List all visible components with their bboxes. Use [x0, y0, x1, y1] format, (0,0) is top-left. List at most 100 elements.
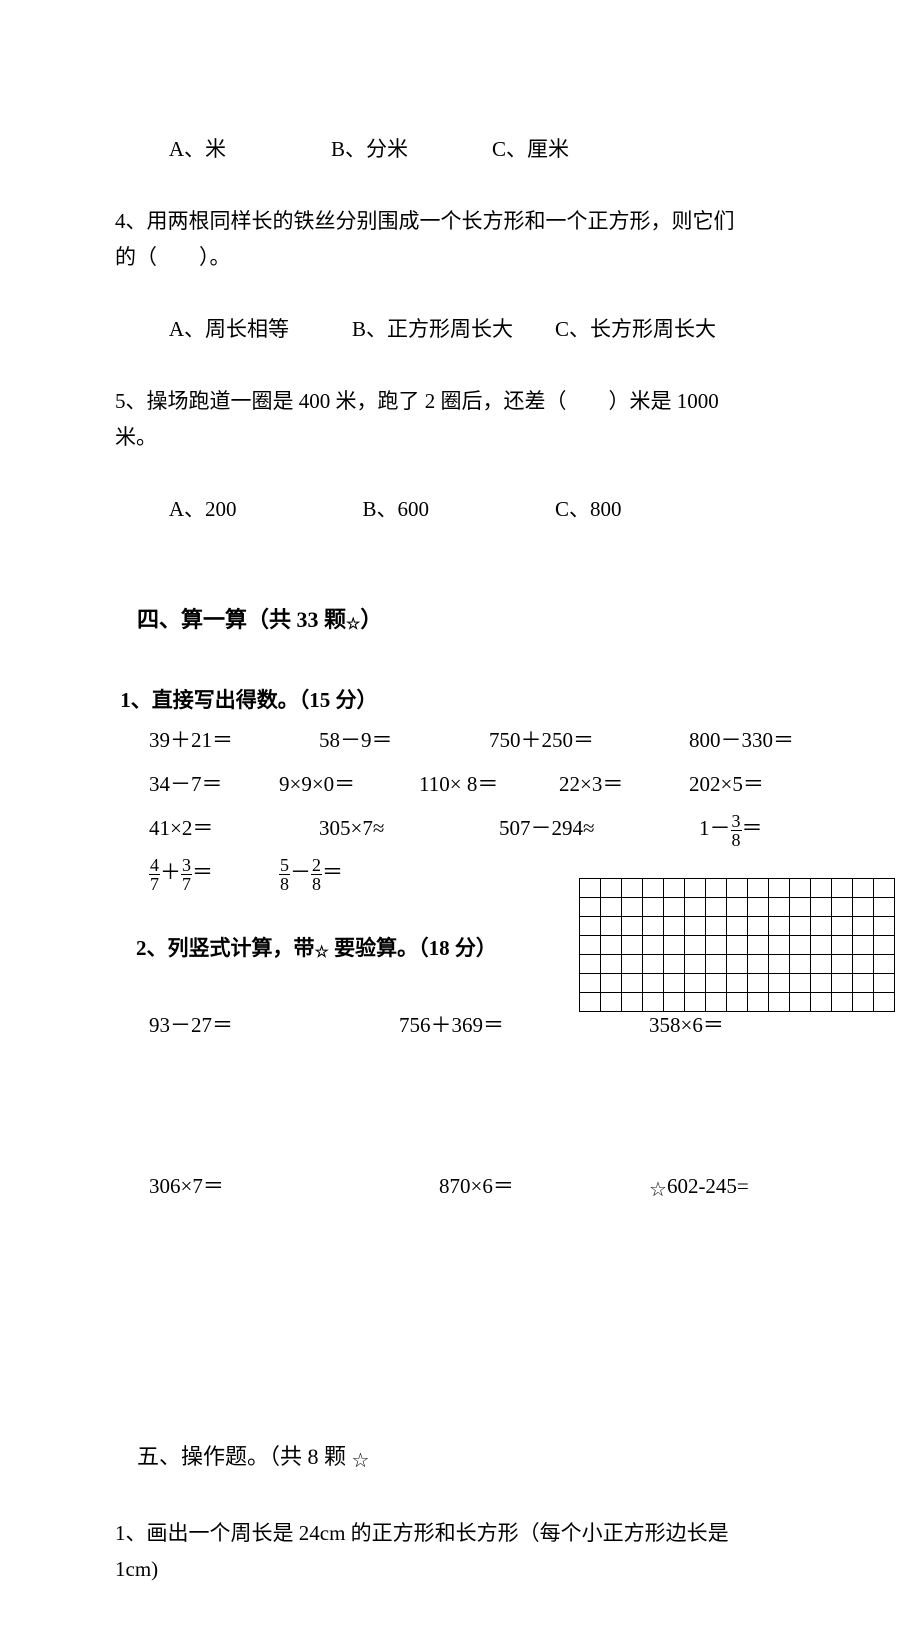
star-icon: ☆: [649, 1172, 667, 1208]
grid-cell: [580, 917, 601, 936]
prob: 602-245=: [667, 1174, 749, 1198]
grid-cell: [685, 879, 706, 898]
grid-cell: [622, 898, 643, 917]
grid-cell: [748, 898, 769, 917]
q4-opt-b: B、正方形周长大: [352, 317, 513, 341]
grid-cell: [664, 974, 685, 993]
grid-cell: [706, 955, 727, 974]
grid-cell: [874, 974, 895, 993]
grid-cell: [580, 898, 601, 917]
grid-cell: [811, 879, 832, 898]
sec5-heading: 五、操作题。（共 8 颗 ☆: [115, 1403, 805, 1515]
q4-opt-c: C、长方形周长大: [555, 317, 716, 341]
grid-cell: [664, 917, 685, 936]
prob-frac: 47＋37＝: [149, 850, 279, 894]
prob: 110× 8＝: [419, 762, 559, 806]
sec4-row2: 34－7＝ 9×9×0＝ 110× 8＝ 22×3＝ 202×5＝: [115, 762, 805, 806]
prob: 306×7＝: [149, 1168, 439, 1208]
grid-cell: [664, 879, 685, 898]
grid-cell: [601, 879, 622, 898]
q5-text-l2: 米。: [115, 419, 805, 455]
grid-cell: [874, 917, 895, 936]
grid-cell: [832, 917, 853, 936]
grid-cell: [706, 974, 727, 993]
grid-cell: [727, 917, 748, 936]
q3-opt-b: B、分米: [331, 137, 408, 161]
grid-cell: [811, 993, 832, 1012]
grid-cell: [643, 955, 664, 974]
grid-cell: [580, 879, 601, 898]
sec4-heading: 四、算一算（共 33 颗☆）: [115, 563, 805, 682]
grid-cell: [685, 974, 706, 993]
grid-cell: [727, 879, 748, 898]
q4-options: A、周长相等 B、正方形周长大 C、长方形周长大: [115, 275, 805, 383]
q5-opt-b: B、600: [363, 497, 430, 521]
grid-cell: [748, 936, 769, 955]
grid-cell: [601, 936, 622, 955]
q5-text-l1: 5、操场跑道一圈是 400 米，跑了 2 圈后，还差（ ）米是 1000: [115, 383, 805, 419]
grid-cell: [727, 898, 748, 917]
prob: 305×7≈: [319, 806, 499, 850]
grid-cell: [706, 993, 727, 1012]
grid-cell: [811, 898, 832, 917]
prob: 58－9＝: [319, 718, 489, 762]
q3-opt-c: C、厘米: [492, 137, 569, 161]
star-icon: ☆: [352, 1443, 370, 1479]
grid-cell: [811, 936, 832, 955]
grid-cell: [664, 955, 685, 974]
prob: 870×6＝: [439, 1168, 649, 1208]
grid-cell: [853, 936, 874, 955]
sec5-q1-l2: 1cm): [115, 1551, 805, 1587]
fraction: 47: [149, 856, 160, 893]
grid-cell: [874, 993, 895, 1012]
grid-cell: [790, 898, 811, 917]
grid-cell: [790, 936, 811, 955]
grid-cell: [769, 936, 790, 955]
grid-cell: [832, 879, 853, 898]
grid-cell: [811, 974, 832, 993]
grid-cell: [811, 917, 832, 936]
q3-options: A、米 B、分米 C、厘米: [115, 95, 805, 203]
grid-cell: [748, 993, 769, 1012]
grid-cell: [622, 993, 643, 1012]
q5-opt-a: A、200: [169, 497, 237, 521]
prob: 9×9×0＝: [279, 762, 419, 806]
page: A、米 B、分米 C、厘米 4、用两根同样长的铁丝分别围成一个长方形和一个正方形…: [0, 0, 920, 1647]
sec4-heading-text: 四、算一算（共 33 颗: [137, 607, 346, 632]
grid-cell: [727, 974, 748, 993]
grid-cell: [685, 936, 706, 955]
grid-cell: [748, 917, 769, 936]
grid-cell: [769, 917, 790, 936]
frac-pre: 1－: [699, 816, 731, 840]
work-space: [115, 1043, 805, 1168]
grid-cell: [769, 879, 790, 898]
prob: 358×6＝: [649, 1007, 724, 1043]
grid-cell: [874, 955, 895, 974]
grid-cell: [832, 936, 853, 955]
grid-cell: [601, 917, 622, 936]
grid-cell: [580, 993, 601, 1012]
work-space: [115, 1208, 805, 1403]
grid-cell: [853, 955, 874, 974]
q4-opt-a: A、周长相等: [169, 317, 289, 341]
grid-cell: [853, 917, 874, 936]
grid-cell: [748, 955, 769, 974]
grid-cell: [832, 993, 853, 1012]
grid-cell: [727, 955, 748, 974]
grid-cell: [769, 993, 790, 1012]
prob: 750＋250＝: [489, 718, 689, 762]
fraction: 58: [279, 856, 290, 893]
grid-cell: [622, 917, 643, 936]
grid-cell: [580, 936, 601, 955]
grid-cell: [748, 974, 769, 993]
sec4-heading-tail: ）: [360, 607, 382, 632]
grid-cell: [601, 898, 622, 917]
sec4-sub1: 1、直接写出得数。（15 分）: [115, 682, 805, 718]
grid-cell: [685, 993, 706, 1012]
q4-text-l1: 4、用两根同样长的铁丝分别围成一个长方形和一个正方形，则它们: [115, 203, 805, 239]
prob-frac: 58－28＝: [279, 850, 343, 894]
grid-cell: [853, 974, 874, 993]
grid-cell: [769, 974, 790, 993]
prob: 34－7＝: [149, 762, 279, 806]
grid-cell: [685, 898, 706, 917]
